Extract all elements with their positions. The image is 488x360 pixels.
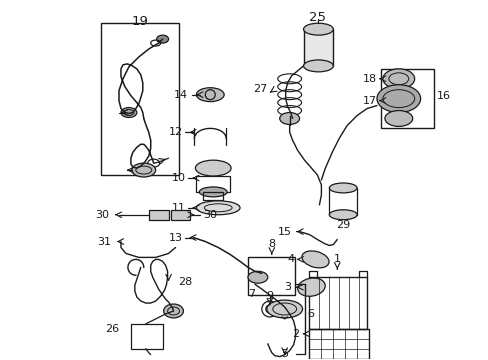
Bar: [309, 329, 368, 359]
Text: 16: 16: [436, 91, 449, 101]
Text: 15: 15: [277, 226, 291, 237]
Ellipse shape: [297, 278, 325, 296]
Ellipse shape: [279, 113, 299, 125]
Bar: [203, 192, 223, 200]
Text: 29: 29: [335, 220, 349, 230]
Text: 13: 13: [168, 233, 182, 243]
Ellipse shape: [382, 69, 414, 89]
Text: 26: 26: [104, 324, 119, 334]
Text: 31: 31: [97, 237, 111, 247]
Bar: [247, 257, 294, 295]
Text: 1: 1: [333, 255, 340, 264]
Ellipse shape: [163, 304, 183, 318]
Ellipse shape: [328, 183, 356, 193]
Text: 2: 2: [292, 329, 299, 339]
Ellipse shape: [156, 35, 168, 43]
Ellipse shape: [196, 201, 240, 215]
Text: 7: 7: [247, 289, 254, 299]
Ellipse shape: [303, 60, 333, 72]
Text: 8: 8: [268, 239, 275, 249]
Bar: [328, 188, 356, 215]
Text: 10: 10: [171, 173, 185, 183]
Bar: [196, 176, 230, 192]
Bar: [148, 210, 168, 220]
Text: 19: 19: [131, 15, 148, 28]
Ellipse shape: [195, 160, 231, 176]
Ellipse shape: [196, 88, 224, 102]
Ellipse shape: [199, 187, 226, 197]
Bar: [380, 69, 433, 129]
Ellipse shape: [328, 210, 356, 220]
Bar: [131, 324, 163, 349]
Bar: [309, 277, 366, 329]
Text: 3: 3: [284, 282, 291, 292]
Text: 6: 6: [307, 309, 314, 319]
Bar: [170, 210, 190, 220]
Text: 12: 12: [168, 127, 182, 138]
Text: 27: 27: [253, 84, 267, 94]
Ellipse shape: [121, 108, 137, 117]
Bar: [303, 29, 333, 66]
Ellipse shape: [376, 85, 420, 113]
Ellipse shape: [132, 163, 155, 177]
Text: 14: 14: [174, 90, 188, 100]
Text: 28: 28: [178, 277, 192, 287]
Text: 9: 9: [265, 291, 273, 301]
Text: 17: 17: [362, 96, 376, 105]
Ellipse shape: [384, 111, 412, 126]
Ellipse shape: [303, 23, 333, 35]
Circle shape: [265, 305, 273, 313]
Bar: [101, 23, 178, 175]
Text: 5: 5: [281, 348, 287, 359]
Ellipse shape: [247, 271, 267, 283]
Text: 11: 11: [171, 203, 185, 213]
Text: 30: 30: [95, 210, 109, 220]
Text: 18: 18: [362, 74, 376, 84]
Text: 4: 4: [287, 255, 294, 264]
Text: 30: 30: [203, 210, 217, 220]
Ellipse shape: [266, 300, 302, 318]
Text: 25: 25: [308, 11, 325, 24]
Ellipse shape: [301, 251, 328, 268]
